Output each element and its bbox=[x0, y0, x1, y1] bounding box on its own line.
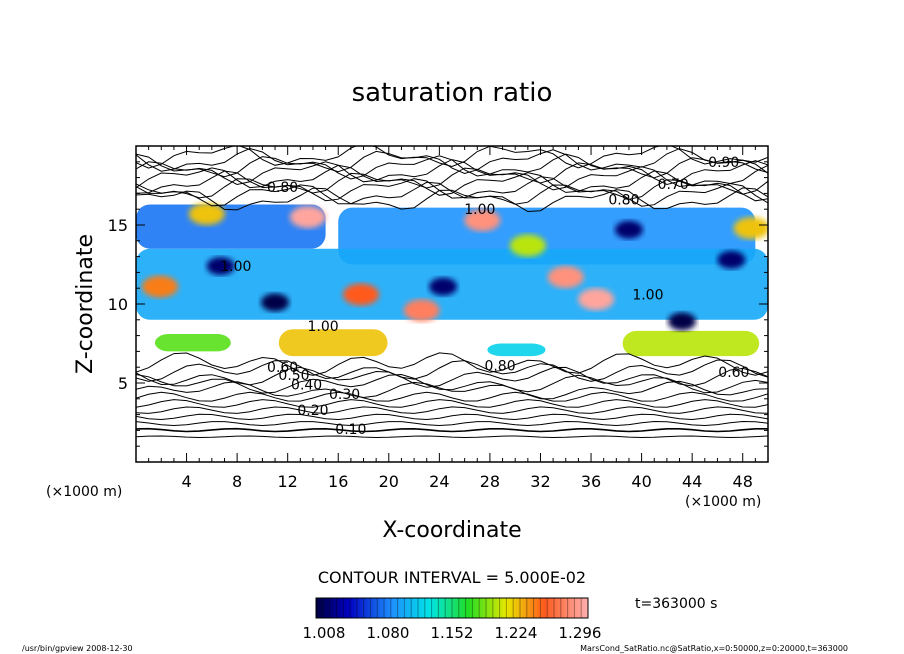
y-tick-label: 10 bbox=[108, 295, 128, 314]
contour-line bbox=[136, 391, 768, 402]
hot-spot bbox=[509, 234, 546, 257]
chart-title: saturation ratio bbox=[352, 78, 553, 108]
contour-line bbox=[136, 380, 768, 400]
y-axis-label: Z-coordinate bbox=[73, 234, 98, 374]
contour-label: 1.00 bbox=[220, 259, 251, 275]
contour-line bbox=[136, 153, 768, 180]
hot-spot bbox=[188, 202, 225, 225]
x-tick-label: 24 bbox=[429, 472, 449, 491]
colorbar-tick-label: 1.080 bbox=[367, 624, 410, 642]
x-tick-label: 28 bbox=[480, 472, 500, 491]
fill-region bbox=[136, 204, 326, 249]
contour-label: 0.20 bbox=[297, 403, 328, 419]
contour-line bbox=[136, 359, 768, 382]
hot-spot bbox=[464, 209, 501, 232]
cold-spot bbox=[614, 220, 643, 239]
contour-label: 0.80 bbox=[484, 359, 515, 375]
x-tick-label: 16 bbox=[328, 472, 348, 491]
x-unit-right: (×1000 m) bbox=[685, 494, 761, 510]
colorbar-tick-label: 1.296 bbox=[559, 624, 602, 642]
hot-spot bbox=[547, 266, 584, 289]
y-tick-label: 5 bbox=[118, 374, 128, 393]
contour-label: 0.60 bbox=[267, 360, 298, 376]
contour-line bbox=[136, 406, 768, 414]
hot-spot bbox=[142, 275, 179, 298]
colorbar: 1.008 1.080 1.152 1.224 1.296 bbox=[303, 597, 602, 642]
fill-region bbox=[154, 334, 231, 352]
x-tick-label: 8 bbox=[232, 472, 242, 491]
contour-label: 0.70 bbox=[658, 177, 689, 193]
footer-right: MarsCond_SatRatio.nc@SatRatio,x=0:50000,… bbox=[580, 644, 848, 653]
fill-region bbox=[487, 343, 546, 357]
colorbar-tick-label: 1.224 bbox=[495, 624, 538, 642]
cold-spot bbox=[429, 277, 458, 296]
x-tick-label: 44 bbox=[682, 472, 702, 491]
x-tick-label: 32 bbox=[530, 472, 550, 491]
contour-line bbox=[136, 420, 768, 427]
contour-label: 0.80 bbox=[267, 180, 298, 196]
x-axis-label: X-coordinate bbox=[382, 518, 521, 543]
footer-left: /usr/bin/gpview 2008-12-30 bbox=[22, 644, 133, 653]
hot-spot bbox=[289, 206, 326, 229]
contour-line bbox=[136, 352, 768, 376]
colorbar-tick-label: 1.008 bbox=[303, 624, 346, 642]
hot-spot bbox=[733, 217, 768, 240]
contour-line bbox=[136, 164, 768, 191]
contour-label: 1.00 bbox=[632, 288, 663, 304]
x-tick-label: 36 bbox=[581, 472, 601, 491]
contour-interval: CONTOUR INTERVAL = 5.000E-02 bbox=[318, 568, 586, 587]
cold-spot bbox=[206, 257, 235, 276]
x-tick-label: 40 bbox=[631, 472, 651, 491]
fill-region bbox=[622, 330, 760, 357]
contour-line bbox=[136, 399, 768, 408]
time-label: t=363000 s bbox=[635, 596, 717, 612]
cold-spot bbox=[668, 312, 697, 331]
fill-region bbox=[278, 329, 388, 357]
contour-line bbox=[136, 427, 768, 433]
plot-area: 0.100.200.300.400.500.60 0.600.801.001.00… bbox=[108, 145, 769, 491]
cold-spot bbox=[717, 250, 746, 269]
contour-line bbox=[136, 147, 768, 175]
contour-label: 0.40 bbox=[291, 378, 322, 394]
contour-line bbox=[136, 366, 768, 388]
x-tick-label: 4 bbox=[181, 472, 191, 491]
contour-label: 1.00 bbox=[464, 202, 495, 218]
contour-label: 1.00 bbox=[307, 319, 338, 335]
contour-label: 0.30 bbox=[329, 387, 360, 403]
contour-line bbox=[136, 413, 768, 421]
x-tick-label: 12 bbox=[278, 472, 298, 491]
contour-line bbox=[136, 170, 768, 196]
contour-label: 0.60 bbox=[718, 365, 749, 381]
x-unit-left: (×1000 m) bbox=[46, 484, 122, 500]
cold-spot bbox=[261, 293, 290, 312]
contour-label: 0.90 bbox=[708, 155, 739, 171]
contour-line bbox=[136, 187, 768, 213]
x-tick-label: 48 bbox=[733, 472, 753, 491]
contour-label: 0.50 bbox=[278, 368, 309, 384]
y-tick-label: 15 bbox=[108, 216, 128, 235]
hot-spot bbox=[342, 283, 379, 306]
x-tick-label: 20 bbox=[379, 472, 399, 491]
hot-spot bbox=[578, 288, 615, 311]
colorbar-gradient bbox=[315, 597, 589, 619]
hot-spot bbox=[403, 299, 440, 322]
contour-line bbox=[136, 435, 768, 439]
contour-line bbox=[136, 181, 768, 207]
contour-label: 0.80 bbox=[608, 193, 639, 209]
colorbar-tick-label: 1.152 bbox=[431, 624, 474, 642]
contour-label: 0.10 bbox=[335, 422, 366, 438]
